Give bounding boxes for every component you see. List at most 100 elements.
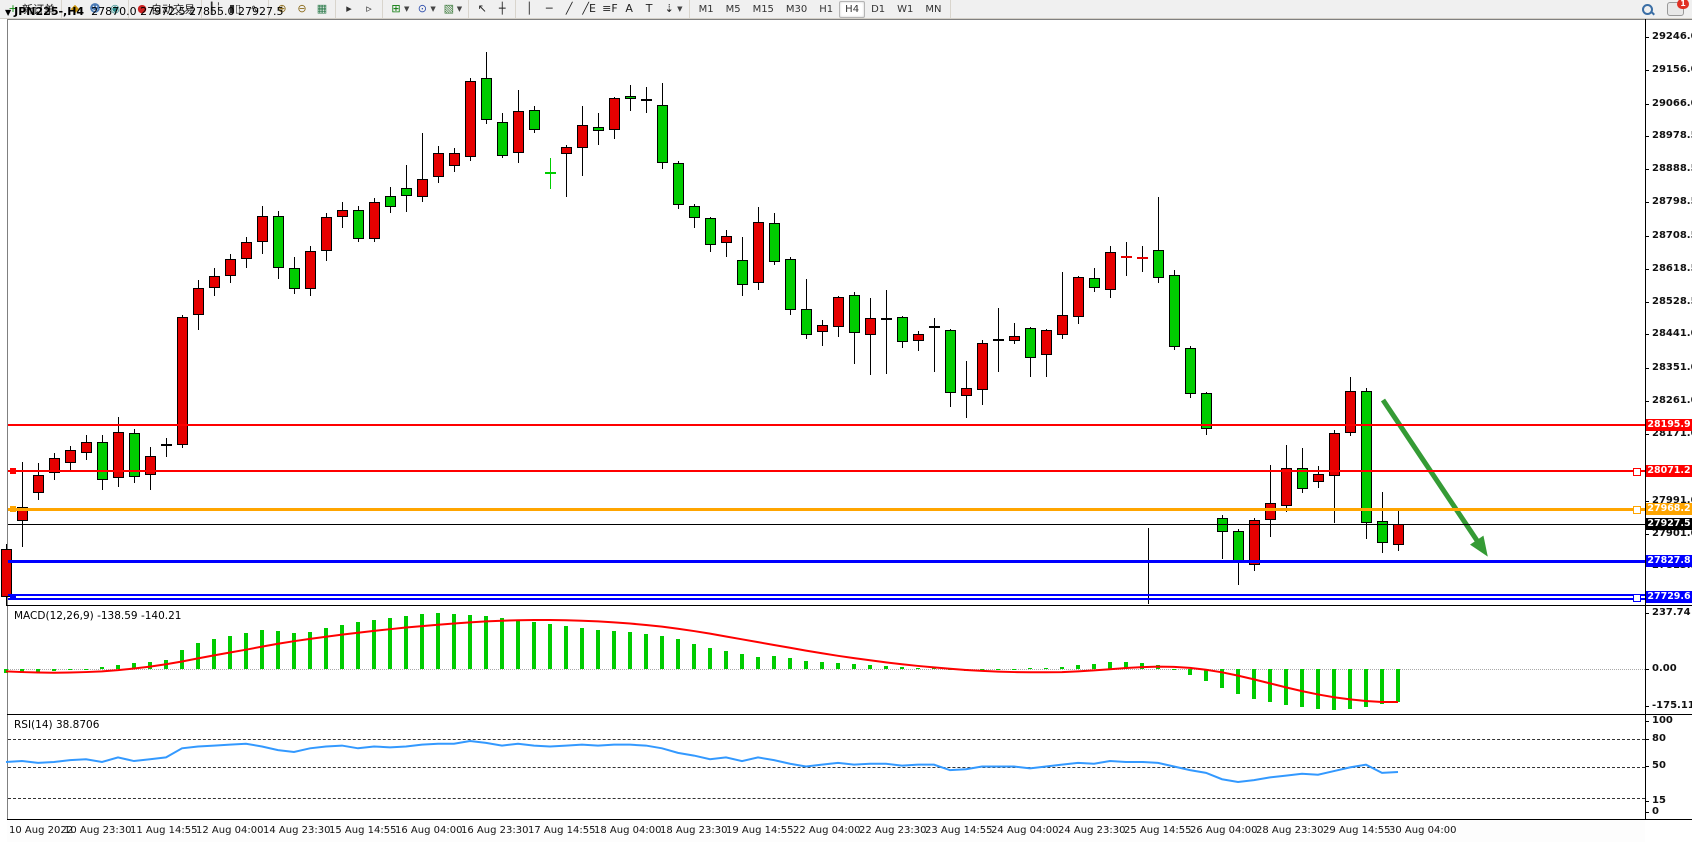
pane-separator-0[interactable] bbox=[7, 605, 1692, 606]
candle[interactable] bbox=[81, 441, 92, 454]
candle[interactable] bbox=[897, 317, 908, 343]
candle[interactable] bbox=[1185, 348, 1196, 394]
pane-separator-1[interactable] bbox=[7, 714, 1692, 715]
level-right-handle[interactable] bbox=[1633, 594, 1641, 602]
crosshair-icon[interactable]: ┼ bbox=[492, 1, 512, 17]
level-line[interactable] bbox=[8, 523, 1645, 525]
cursor-icon[interactable]: ↖ bbox=[472, 1, 492, 17]
styler-icon[interactable]: ◆ bbox=[65, 1, 85, 17]
candle[interactable] bbox=[721, 236, 732, 244]
candle[interactable] bbox=[1, 549, 12, 598]
chart-window[interactable] bbox=[7, 19, 1692, 842]
candle[interactable] bbox=[1313, 474, 1324, 483]
doji-candle[interactable] bbox=[993, 339, 1004, 342]
timeframe-w1[interactable]: W1 bbox=[897, 3, 914, 15]
candle[interactable] bbox=[1201, 393, 1212, 429]
text-label-icon[interactable]: T bbox=[639, 1, 659, 17]
timeframe-mn[interactable]: MN bbox=[925, 3, 942, 15]
candle[interactable] bbox=[353, 209, 364, 239]
trendline-icon[interactable]: ╱ bbox=[559, 1, 579, 17]
candle[interactable] bbox=[625, 96, 636, 100]
candle[interactable] bbox=[753, 222, 764, 284]
indicators-icon[interactable]: ⊞ ▼ bbox=[386, 1, 412, 17]
timeframe-m1[interactable]: M1 bbox=[698, 3, 714, 15]
candle[interactable] bbox=[1089, 277, 1100, 288]
candle[interactable] bbox=[305, 250, 316, 289]
timeframe-m5[interactable]: M5 bbox=[725, 3, 741, 15]
zoom-in-icon[interactable]: ⊕ bbox=[272, 1, 292, 17]
templates-icon[interactable]: ▧ ▼ bbox=[439, 1, 465, 17]
candle[interactable] bbox=[1057, 314, 1068, 335]
candle[interactable] bbox=[1377, 521, 1388, 544]
candle[interactable] bbox=[497, 122, 508, 157]
candle[interactable] bbox=[945, 330, 956, 394]
candle[interactable] bbox=[1345, 390, 1356, 434]
candle[interactable] bbox=[529, 110, 540, 131]
candle[interactable] bbox=[1041, 330, 1052, 356]
candle[interactable] bbox=[1233, 530, 1244, 564]
candle[interactable] bbox=[561, 147, 572, 155]
candle[interactable] bbox=[1361, 390, 1372, 524]
symbol-dropdown-icon[interactable]: ▼ bbox=[5, 8, 12, 17]
candle[interactable] bbox=[129, 433, 140, 478]
level-line[interactable] bbox=[8, 559, 1645, 563]
level-line[interactable] bbox=[8, 507, 1645, 511]
candle[interactable] bbox=[1329, 433, 1340, 477]
candle[interactable] bbox=[321, 217, 332, 251]
candle[interactable] bbox=[865, 317, 876, 335]
candle[interactable] bbox=[833, 297, 844, 328]
candle[interactable] bbox=[737, 260, 748, 285]
timeframe-d1[interactable]: D1 bbox=[871, 3, 886, 15]
candle[interactable] bbox=[769, 223, 780, 263]
candle[interactable] bbox=[273, 215, 284, 269]
candle[interactable] bbox=[401, 188, 412, 197]
candle[interactable] bbox=[513, 110, 524, 154]
candle[interactable] bbox=[241, 242, 252, 260]
candle[interactable] bbox=[577, 125, 588, 148]
level-line[interactable] bbox=[8, 470, 1645, 472]
candle[interactable] bbox=[977, 342, 988, 391]
fibonacci-icon[interactable]: ≡F bbox=[599, 1, 619, 17]
candle[interactable] bbox=[449, 153, 460, 167]
candle[interactable] bbox=[369, 201, 380, 239]
candle[interactable] bbox=[289, 268, 300, 289]
candle[interactable] bbox=[209, 275, 220, 288]
periods-icon[interactable]: ⊙ ▼ bbox=[412, 1, 438, 17]
candle[interactable] bbox=[113, 431, 124, 479]
news-icon[interactable]: ◉ bbox=[105, 1, 125, 17]
doji-candle[interactable] bbox=[1137, 256, 1148, 259]
arrows-icon[interactable]: ⇣ ▼ bbox=[659, 1, 685, 17]
candle[interactable] bbox=[225, 259, 236, 276]
candle[interactable] bbox=[17, 506, 28, 522]
equidistant-channel-icon[interactable]: ╱E bbox=[579, 1, 599, 17]
candle[interactable] bbox=[913, 333, 924, 341]
doji-candle[interactable] bbox=[1121, 256, 1132, 259]
candle[interactable] bbox=[849, 294, 860, 333]
candle[interactable] bbox=[785, 259, 796, 311]
candle[interactable] bbox=[705, 218, 716, 246]
candle[interactable] bbox=[33, 475, 44, 493]
candle[interactable] bbox=[673, 163, 684, 206]
candle[interactable] bbox=[481, 78, 492, 120]
candle[interactable] bbox=[385, 196, 396, 208]
vline-icon[interactable]: │ bbox=[519, 1, 539, 17]
line-chart-icon[interactable]: ∿ bbox=[245, 1, 265, 17]
new-order-button[interactable]: + 新订单 bbox=[3, 1, 58, 17]
candle[interactable] bbox=[337, 209, 348, 218]
doji-candle[interactable] bbox=[545, 172, 556, 175]
level-line[interactable] bbox=[8, 594, 1645, 596]
candle[interactable] bbox=[657, 105, 668, 164]
auto-trading-button[interactable]: ● 自动交易 bbox=[132, 1, 198, 17]
level-right-handle[interactable] bbox=[1633, 506, 1641, 514]
candle[interactable] bbox=[609, 98, 620, 131]
level-line[interactable] bbox=[8, 424, 1645, 426]
candle[interactable] bbox=[1297, 467, 1308, 489]
candle[interactable] bbox=[817, 324, 828, 332]
candle[interactable] bbox=[961, 388, 972, 397]
candle[interactable] bbox=[65, 450, 76, 463]
candle[interactable] bbox=[193, 287, 204, 315]
candle[interactable] bbox=[1009, 335, 1020, 341]
candle[interactable] bbox=[177, 317, 188, 445]
time-axis[interactable]: 10 Aug 2022 10 Aug 23:30 11 Aug 14:55 12 Au… bbox=[7, 820, 1645, 842]
timeframe-h1[interactable]: H1 bbox=[819, 3, 834, 15]
